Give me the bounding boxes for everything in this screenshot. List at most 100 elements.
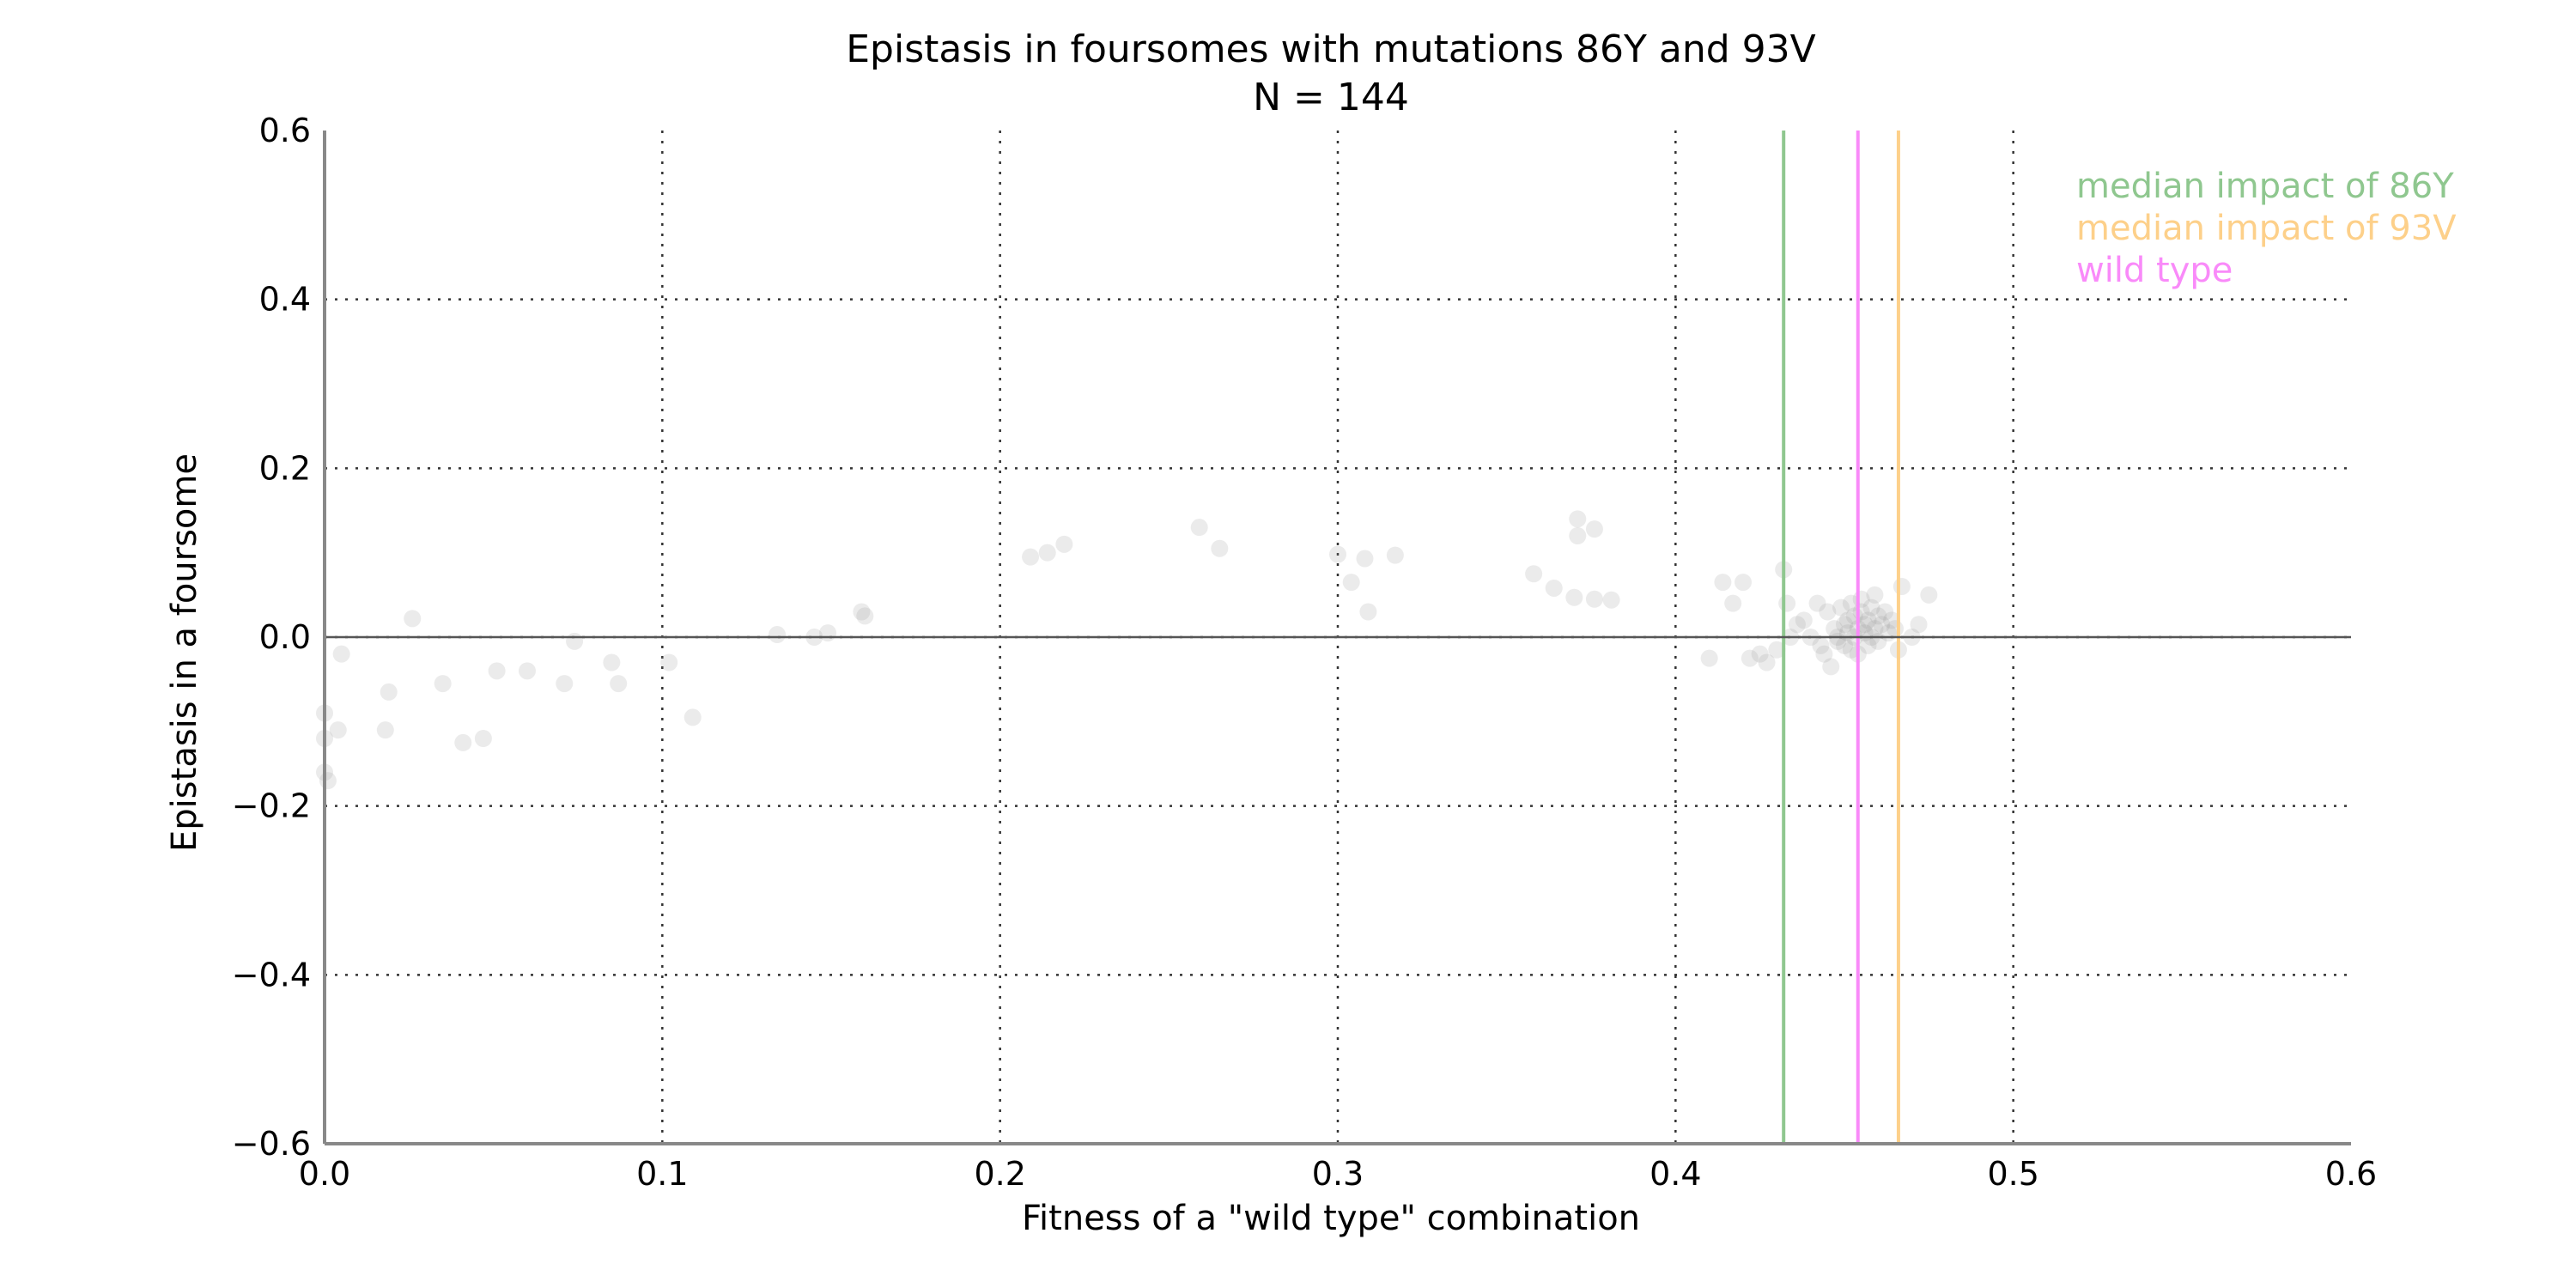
scatter-point xyxy=(1836,616,1853,634)
scatter-points xyxy=(316,510,1938,790)
scatter-point xyxy=(1862,598,1880,617)
y-axis-label: Epistasis in a foursome xyxy=(165,453,204,852)
x-tick-label: 0.5 xyxy=(1987,1155,2038,1193)
x-axis-label: Fitness of a "wild type" combination xyxy=(1022,1199,1640,1238)
scatter-point xyxy=(1565,588,1583,606)
scatter-point xyxy=(610,675,628,693)
y-tick-label: −0.4 xyxy=(232,956,311,993)
scatter-point xyxy=(1585,520,1603,538)
scatter-point xyxy=(1815,645,1833,663)
y-tick-label: 0.4 xyxy=(259,281,311,319)
scatter-point xyxy=(1022,548,1040,566)
scatter-point xyxy=(1842,641,1860,659)
x-tick-label: 0.6 xyxy=(2325,1155,2377,1193)
scatter-point xyxy=(1211,539,1229,557)
y-tick-labels: 0.6 0.4 0.2 0.0 −0.2 −0.4 −0.6 xyxy=(232,112,311,1163)
legend-entry: median impact of 86Y xyxy=(2076,167,2454,206)
scatter-point xyxy=(1883,611,1901,629)
y-tick-label: 0.0 xyxy=(259,618,311,656)
scatter-point xyxy=(1812,636,1830,654)
chart-subtitle: N = 144 xyxy=(1253,76,1409,119)
x-tick-label: 0.2 xyxy=(974,1155,1025,1193)
x-tick-labels: 0.0 0.1 0.2 0.3 0.4 0.5 0.6 xyxy=(299,1155,2377,1193)
scatter-point xyxy=(1836,636,1853,654)
scatter-point xyxy=(853,603,871,621)
x-tick-label: 0.3 xyxy=(1312,1155,1364,1193)
scatter-point xyxy=(1842,594,1860,612)
y-tick-label: 0.2 xyxy=(259,449,311,487)
scatter-point xyxy=(1758,653,1776,671)
scatter-point xyxy=(1876,603,1894,621)
x-tick-label: 0.1 xyxy=(636,1155,688,1193)
scatter-point xyxy=(1808,594,1826,612)
scatter-point xyxy=(454,733,472,751)
scatter-point xyxy=(332,645,350,663)
scatter-point xyxy=(1869,607,1887,625)
scatter-point xyxy=(1602,591,1620,609)
scatter-point xyxy=(519,662,536,680)
x-tick-label: 0.0 xyxy=(299,1155,350,1193)
chart-title: Epistasis in foursomes with mutations 86… xyxy=(846,27,1816,71)
axes xyxy=(323,131,2351,1145)
scatter-point xyxy=(1055,535,1073,553)
scatter-point xyxy=(1910,616,1928,634)
scatter-point xyxy=(1920,586,1938,604)
scatter-point xyxy=(1569,527,1587,544)
scatter-point xyxy=(556,675,574,693)
scatter-point xyxy=(319,772,337,790)
scatter-point xyxy=(1724,594,1742,612)
scatter-point xyxy=(1859,636,1877,654)
scatter-point xyxy=(1819,603,1837,621)
scatter-point xyxy=(1751,645,1769,663)
scatter-point xyxy=(329,721,347,739)
scatter-point xyxy=(1735,574,1752,592)
scatter-point xyxy=(1386,546,1404,564)
scatter-point xyxy=(566,632,584,650)
scatter-point xyxy=(1359,603,1377,621)
scatter-point xyxy=(1856,616,1874,634)
y-tick-label: −0.2 xyxy=(232,787,311,825)
scatter-point xyxy=(1893,578,1911,595)
scatter-point xyxy=(1778,594,1796,612)
scatter-point xyxy=(1700,649,1718,667)
scatter-point xyxy=(1329,545,1346,563)
scatter-point xyxy=(434,675,452,693)
scatter-point xyxy=(1886,620,1904,638)
scatter-point xyxy=(1859,611,1877,629)
scatter-point xyxy=(1795,611,1813,629)
x-tick-label: 0.4 xyxy=(1649,1155,1701,1193)
scatter-point xyxy=(1873,616,1891,634)
scatter-point xyxy=(1768,641,1786,659)
scatter-point xyxy=(1866,586,1884,604)
scatter-point xyxy=(1190,519,1208,537)
scatter-point xyxy=(1569,510,1587,528)
scatter-point xyxy=(1826,620,1844,638)
scatter-point xyxy=(474,730,492,747)
scatter-point xyxy=(683,708,702,726)
scatter-point xyxy=(1741,649,1759,667)
scatter-point xyxy=(488,662,506,680)
scatter-point xyxy=(404,610,422,628)
scatter-point xyxy=(1714,574,1732,592)
scatter-point xyxy=(1545,579,1563,597)
scatter-point xyxy=(1866,620,1884,638)
scatter-point xyxy=(1832,598,1850,617)
scatter-point xyxy=(1788,616,1806,634)
scatter-point xyxy=(1356,550,1374,568)
scatter-point xyxy=(1525,565,1543,583)
scatter-point xyxy=(1342,574,1360,592)
scatter-point xyxy=(1822,658,1840,676)
scatter-point xyxy=(1585,590,1603,608)
legend-entry: wild type xyxy=(2076,251,2233,290)
scatter-point xyxy=(1038,544,1056,562)
scatter-point xyxy=(856,607,874,625)
y-tick-label: 0.6 xyxy=(259,112,311,149)
scatter-point xyxy=(769,626,787,644)
scatter-point xyxy=(376,721,394,739)
legend-entry: median impact of 93V xyxy=(2076,209,2457,248)
scatter-point xyxy=(660,653,678,671)
y-tick-label: −0.6 xyxy=(232,1125,311,1163)
scatter-point xyxy=(819,624,837,642)
